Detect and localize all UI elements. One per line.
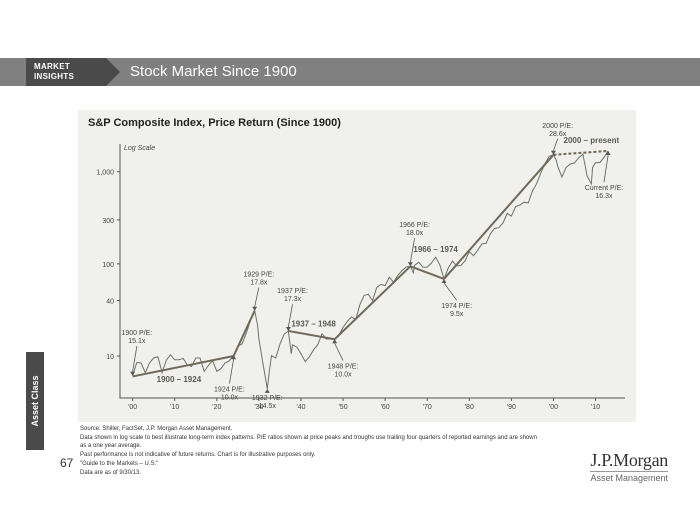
svg-text:28.6x: 28.6x <box>549 131 567 138</box>
svg-text:'40: '40 <box>296 404 305 411</box>
chart-svg: Log Scale10401003001,000'00'10'20'30'40'… <box>78 110 636 422</box>
svg-text:1900 – 1924: 1900 – 1924 <box>157 375 202 384</box>
footnote-line: Data are as of 9/30/13. <box>80 469 540 477</box>
svg-text:'90: '90 <box>507 404 516 411</box>
svg-text:'20: '20 <box>212 404 221 411</box>
svg-text:1974 P/E:: 1974 P/E: <box>441 303 472 310</box>
svg-text:2000 P/E:: 2000 P/E: <box>542 123 573 130</box>
svg-text:'60: '60 <box>381 404 390 411</box>
svg-text:1966 – 1974: 1966 – 1974 <box>413 245 458 254</box>
brand-top: J.P.Morgan <box>590 450 668 471</box>
svg-text:10.0x: 10.0x <box>334 372 352 379</box>
svg-text:'00: '00 <box>549 404 558 411</box>
svg-text:'10: '10 <box>591 404 600 411</box>
svg-text:'80: '80 <box>465 404 474 411</box>
svg-text:1,000: 1,000 <box>96 170 114 177</box>
page-number: 67 <box>60 456 73 470</box>
svg-text:1929 P/E:: 1929 P/E: <box>244 271 275 278</box>
svg-text:'10: '10 <box>170 404 179 411</box>
svg-text:'70: '70 <box>423 404 432 411</box>
page-title: Stock Market Since 1900 <box>130 58 297 86</box>
footnote-line: Past performance is not indicative of fu… <box>80 451 540 459</box>
asset-class-tab-label: Asset Class <box>26 352 44 450</box>
svg-text:Current P/E:: Current P/E: <box>585 185 624 192</box>
chart-panel: S&P Composite Index, Price Return (Since… <box>78 110 636 422</box>
svg-text:1924 P/E:: 1924 P/E: <box>214 387 245 394</box>
svg-text:'50: '50 <box>338 404 347 411</box>
svg-text:10.0x: 10.0x <box>221 395 239 402</box>
svg-text:40: 40 <box>106 299 114 306</box>
svg-text:1937 P/E:: 1937 P/E: <box>277 288 308 295</box>
svg-text:15.1x: 15.1x <box>128 338 146 345</box>
svg-text:1948 P/E:: 1948 P/E: <box>328 364 359 371</box>
footnote-line: "Guide to the Markets – U.S." <box>80 460 540 468</box>
footnote-line: Source: Shiller, FactSet, J.P. Morgan As… <box>80 425 540 433</box>
footnote-line: Data shown in log scale to best illustra… <box>80 434 540 450</box>
svg-text:16.3x: 16.3x <box>595 193 613 200</box>
brand-logo: J.P.Morgan Asset Management <box>590 450 668 483</box>
svg-text:300: 300 <box>102 218 114 225</box>
svg-text:100: 100 <box>102 262 114 269</box>
svg-text:1900 P/E:: 1900 P/E: <box>121 330 152 337</box>
svg-text:1937 – 1948: 1937 – 1948 <box>291 319 336 328</box>
svg-text:2000 – present: 2000 – present <box>564 136 620 145</box>
footnotes: Source: Shiller, FactSet, J.P. Morgan As… <box>80 425 540 478</box>
svg-text:Log Scale: Log Scale <box>124 145 155 152</box>
insights-chip: MARKETINSIGHTS <box>26 58 106 86</box>
svg-text:9.5x: 9.5x <box>450 311 464 318</box>
svg-text:1932 P/E:: 1932 P/E: <box>252 395 283 402</box>
insights-chip-label: MARKETINSIGHTS <box>26 58 106 82</box>
brand-bottom: Asset Management <box>590 471 668 483</box>
svg-text:14.5x: 14.5x <box>259 403 277 410</box>
svg-text:17.8x: 17.8x <box>250 279 268 286</box>
svg-text:'00: '00 <box>128 404 137 411</box>
svg-text:18.0x: 18.0x <box>406 230 424 237</box>
svg-text:17.3x: 17.3x <box>284 296 302 303</box>
asset-class-tab: Asset Class <box>26 352 44 450</box>
svg-text:1966 P/E:: 1966 P/E: <box>399 222 430 229</box>
svg-text:10: 10 <box>106 354 114 361</box>
